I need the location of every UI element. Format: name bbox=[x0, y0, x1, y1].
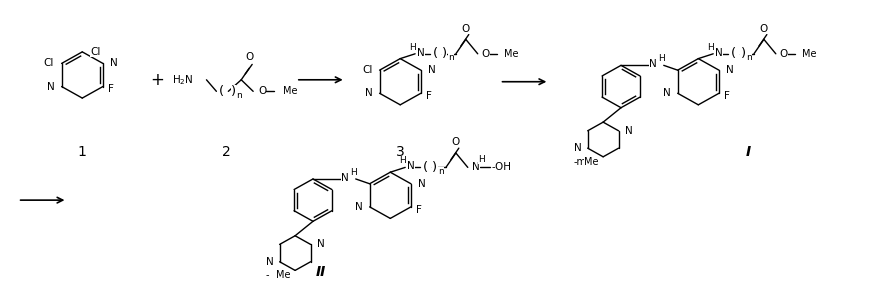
Text: N: N bbox=[417, 179, 425, 189]
Text: F: F bbox=[723, 91, 729, 101]
Text: N: N bbox=[428, 65, 435, 75]
Text: N: N bbox=[109, 58, 117, 68]
Text: N: N bbox=[416, 48, 424, 58]
Text: -: - bbox=[265, 270, 269, 280]
Text: O: O bbox=[759, 23, 767, 34]
Text: N: N bbox=[471, 162, 479, 172]
Text: -OH: -OH bbox=[491, 162, 511, 172]
Text: ): ) bbox=[432, 161, 437, 174]
Text: N: N bbox=[355, 202, 362, 212]
Text: O: O bbox=[451, 137, 460, 147]
Text: N: N bbox=[648, 59, 656, 69]
Text: Cl: Cl bbox=[43, 58, 54, 68]
Text: N: N bbox=[47, 82, 55, 91]
Text: F: F bbox=[415, 205, 421, 215]
Text: Me: Me bbox=[275, 270, 290, 280]
Text: ): ) bbox=[740, 47, 745, 60]
Text: O: O bbox=[779, 49, 787, 59]
Text: +: + bbox=[149, 71, 163, 89]
Text: Me: Me bbox=[282, 86, 297, 96]
Text: O: O bbox=[461, 23, 469, 34]
Text: Cl: Cl bbox=[362, 65, 372, 75]
Text: N: N bbox=[407, 161, 415, 171]
Text: 3: 3 bbox=[395, 145, 404, 159]
Text: O: O bbox=[258, 86, 266, 96]
Text: II: II bbox=[315, 265, 326, 279]
Text: Me: Me bbox=[503, 49, 517, 59]
Text: Me: Me bbox=[583, 156, 598, 167]
Text: N: N bbox=[662, 88, 670, 98]
Text: n: n bbox=[438, 167, 443, 176]
Text: 2: 2 bbox=[222, 145, 230, 159]
Text: N: N bbox=[316, 239, 324, 249]
Text: I: I bbox=[745, 145, 750, 159]
Text: ): ) bbox=[441, 47, 447, 60]
Text: (: ( bbox=[730, 47, 735, 60]
Text: (: ( bbox=[432, 47, 437, 60]
Text: n: n bbox=[448, 53, 454, 62]
Text: F: F bbox=[108, 84, 114, 95]
Text: N: N bbox=[624, 126, 632, 136]
Text: F: F bbox=[425, 91, 431, 101]
Text: O: O bbox=[245, 52, 253, 63]
Text: N: N bbox=[725, 65, 733, 75]
Text: n: n bbox=[746, 53, 751, 62]
Text: N: N bbox=[364, 88, 372, 98]
Text: -m: -m bbox=[573, 156, 586, 167]
Text: (: ( bbox=[422, 161, 428, 174]
Text: H: H bbox=[350, 168, 356, 177]
Text: H: H bbox=[477, 155, 484, 164]
Text: O: O bbox=[481, 49, 489, 59]
Text: N: N bbox=[714, 48, 722, 58]
Text: 1: 1 bbox=[77, 145, 87, 159]
Text: H: H bbox=[398, 156, 405, 165]
Text: H: H bbox=[658, 54, 665, 63]
Text: N: N bbox=[341, 173, 348, 183]
Text: Me: Me bbox=[800, 49, 815, 59]
Text: H: H bbox=[408, 42, 415, 52]
Text: H$_2$N: H$_2$N bbox=[172, 73, 193, 87]
Text: ): ) bbox=[230, 85, 235, 98]
Text: N: N bbox=[574, 143, 581, 153]
Text: (: ( bbox=[219, 85, 223, 98]
Text: n: n bbox=[236, 91, 242, 100]
Text: N: N bbox=[266, 257, 274, 267]
Text: Cl: Cl bbox=[90, 47, 101, 57]
Text: H: H bbox=[706, 42, 713, 52]
